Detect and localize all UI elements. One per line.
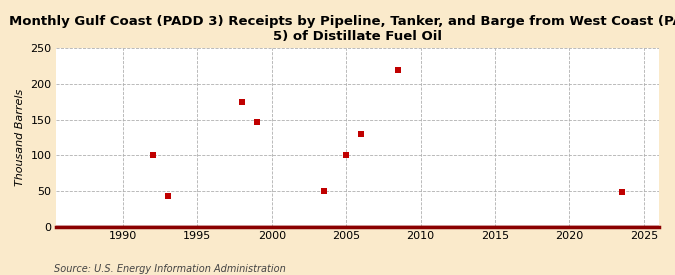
Point [393,68,404,72]
Point [616,190,627,194]
Title: Monthly Gulf Coast (PADD 3) Receipts by Pipeline, Tanker, and Barge from West Co: Monthly Gulf Coast (PADD 3) Receipts by … [9,15,675,43]
Point [162,194,173,198]
Point [319,189,329,193]
Point [147,153,158,158]
Point [341,153,352,158]
Point [236,100,247,104]
Text: Source: U.S. Energy Information Administration: Source: U.S. Energy Information Administ… [54,264,286,274]
Point [356,132,367,136]
Y-axis label: Thousand Barrels: Thousand Barrels [15,89,25,186]
Point [251,120,262,125]
